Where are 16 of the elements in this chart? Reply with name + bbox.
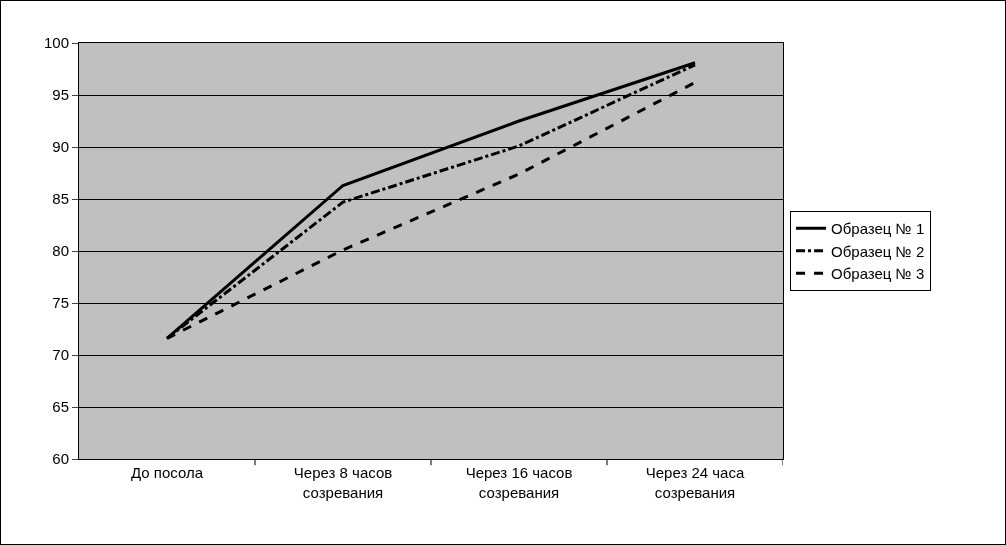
legend-label: Образец № 2 [831, 242, 925, 260]
y-tick-label: 65 [52, 398, 69, 416]
y-tick-label: 100 [43, 34, 69, 52]
y-tick-label: 70 [52, 346, 69, 364]
legend-label: Образец № 3 [831, 265, 925, 283]
y-tick-label: 60 [52, 450, 69, 468]
y-tick-label: 75 [52, 294, 69, 312]
legend-label: Образец № 1 [831, 220, 925, 238]
x-tick-label: До посола [130, 464, 204, 481]
y-tick-label: 95 [52, 86, 69, 104]
y-tick-label: 80 [52, 242, 69, 260]
x-tick-label: Через 8 часов созревания [293, 464, 393, 501]
y-tick-label: 90 [52, 138, 69, 156]
y-tick-label: 85 [52, 190, 69, 208]
x-tick-label: Через 24 часа созревания [645, 464, 745, 501]
x-tick-label: Через 16 часов созревания [465, 464, 573, 501]
